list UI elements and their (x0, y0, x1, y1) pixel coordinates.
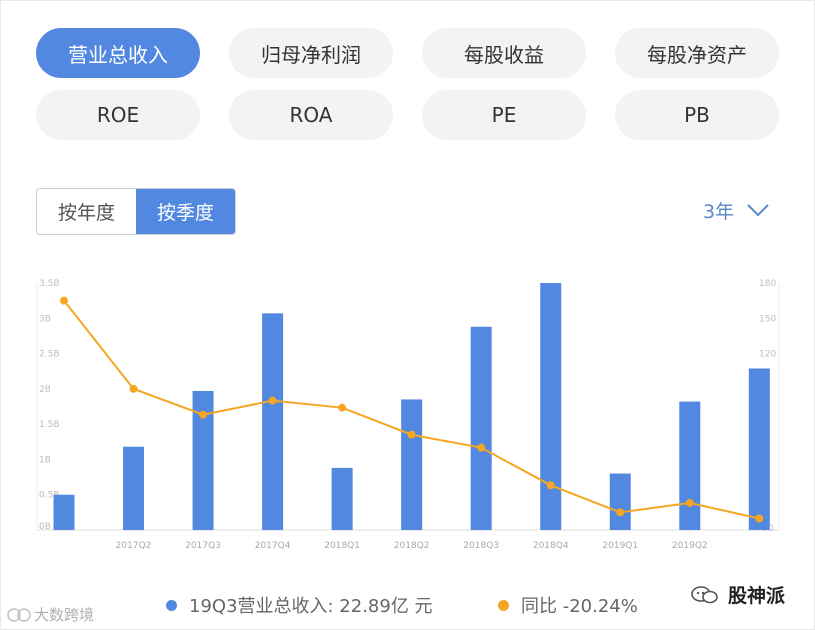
y-left-tick-label: 3.5B (39, 279, 60, 289)
revenue-bar (192, 390, 214, 530)
x-tick-label: 2018Q3 (463, 541, 499, 551)
metric-pill-eps[interactable]: 每股收益 (422, 28, 586, 78)
legend-item-revenue: 19Q3营业总收入: 22.89亿 元 (166, 592, 433, 618)
watermark-left: 大数跨境 (6, 604, 94, 625)
x-tick-label: 2018Q1 (324, 541, 360, 551)
yoy-point (685, 498, 694, 507)
metric-pill-net-profit[interactable]: 归母净利润 (229, 28, 393, 78)
revenue-bar (262, 313, 284, 530)
period-toggle: 按年度 按季度 (36, 188, 236, 235)
x-tick-label: 2018Q2 (394, 541, 430, 551)
yoy-point (477, 443, 486, 452)
legend-yoy-text: 同比 -20.24% (521, 596, 638, 617)
yoy-point (546, 481, 555, 490)
metric-pill-revenue[interactable]: 营业总收入 (36, 28, 200, 78)
y-left-tick-label: 3B (39, 314, 51, 324)
y-right-tick-label: 120 (759, 350, 776, 360)
watermark-left-text: 大数跨境 (34, 606, 95, 624)
yoy-point (199, 410, 208, 419)
x-tick-label: 2017Q4 (255, 541, 291, 551)
watermark-right-text: 股神派 (728, 585, 786, 607)
revenue-bar (331, 467, 353, 530)
yoy-point (755, 514, 764, 523)
legend-item-yoy: 同比 -20.24% (498, 592, 638, 618)
legend-dot-yoy (498, 599, 509, 611)
metric-pill-pb[interactable]: PB (615, 90, 779, 140)
range-value: 3年 (703, 200, 735, 223)
yoy-point (268, 396, 277, 405)
revenue-bar (679, 401, 701, 530)
yoy-point (129, 384, 138, 393)
yoy-point (60, 296, 68, 305)
x-tick-label: 2019Q2 (672, 541, 708, 551)
y-left-tick-label: 1.5B (39, 420, 60, 430)
revenue-bar (53, 494, 75, 530)
x-tick-label: 2019Q1 (602, 541, 638, 551)
x-tick-label: 2018Q4 (533, 541, 569, 551)
y-left-tick-label: 0.5B (39, 491, 60, 501)
x-tick-label: 2017Q2 (116, 541, 152, 551)
revenue-chart: 0B0.5B1B1.5B2B2.5B3B3.5B-300306090120150… (36, 279, 780, 551)
yoy-point (616, 508, 625, 517)
y-left-tick-label: 2.5B (39, 350, 60, 360)
wechat-icon (691, 585, 718, 603)
legend-revenue-text: 19Q3营业总收入: 22.89亿 元 (189, 596, 433, 617)
metric-pill-roe[interactable]: ROE (36, 90, 200, 140)
y-right-tick-label: 150 (759, 314, 776, 324)
y-left-tick-label: 1B (39, 455, 51, 465)
revenue-bar (401, 399, 423, 530)
watermark-logo-icon (7, 607, 31, 622)
y-right-tick-label: 180 (759, 279, 776, 289)
range-dropdown[interactable]: 3年 (703, 194, 770, 226)
revenue-bar (540, 283, 562, 530)
x-tick-label: 2017Q3 (185, 541, 221, 551)
metric-pill-roa[interactable]: ROA (229, 90, 393, 140)
yoy-point (338, 403, 347, 412)
yoy-point (407, 430, 416, 439)
annual-toggle-button[interactable]: 按年度 (37, 189, 136, 234)
y-left-tick-label: 2B (39, 385, 51, 395)
revenue-bar (470, 326, 492, 530)
chevron-down-icon (747, 204, 769, 217)
metric-pill-pe[interactable]: PE (422, 90, 586, 140)
revenue-bar (748, 368, 770, 530)
quarterly-toggle-button[interactable]: 按季度 (136, 189, 235, 234)
y-left-tick-label: 0B (39, 522, 51, 532)
watermark-right: 股神派 (690, 581, 785, 608)
metric-pill-bvps[interactable]: 每股净资产 (615, 28, 779, 78)
revenue-bar (123, 446, 145, 530)
legend-dot-revenue (166, 599, 177, 611)
revenue-bar (609, 473, 631, 530)
chart-legend: 19Q3营业总收入: 22.89亿 元 同比 -20.24% (0, 592, 815, 618)
